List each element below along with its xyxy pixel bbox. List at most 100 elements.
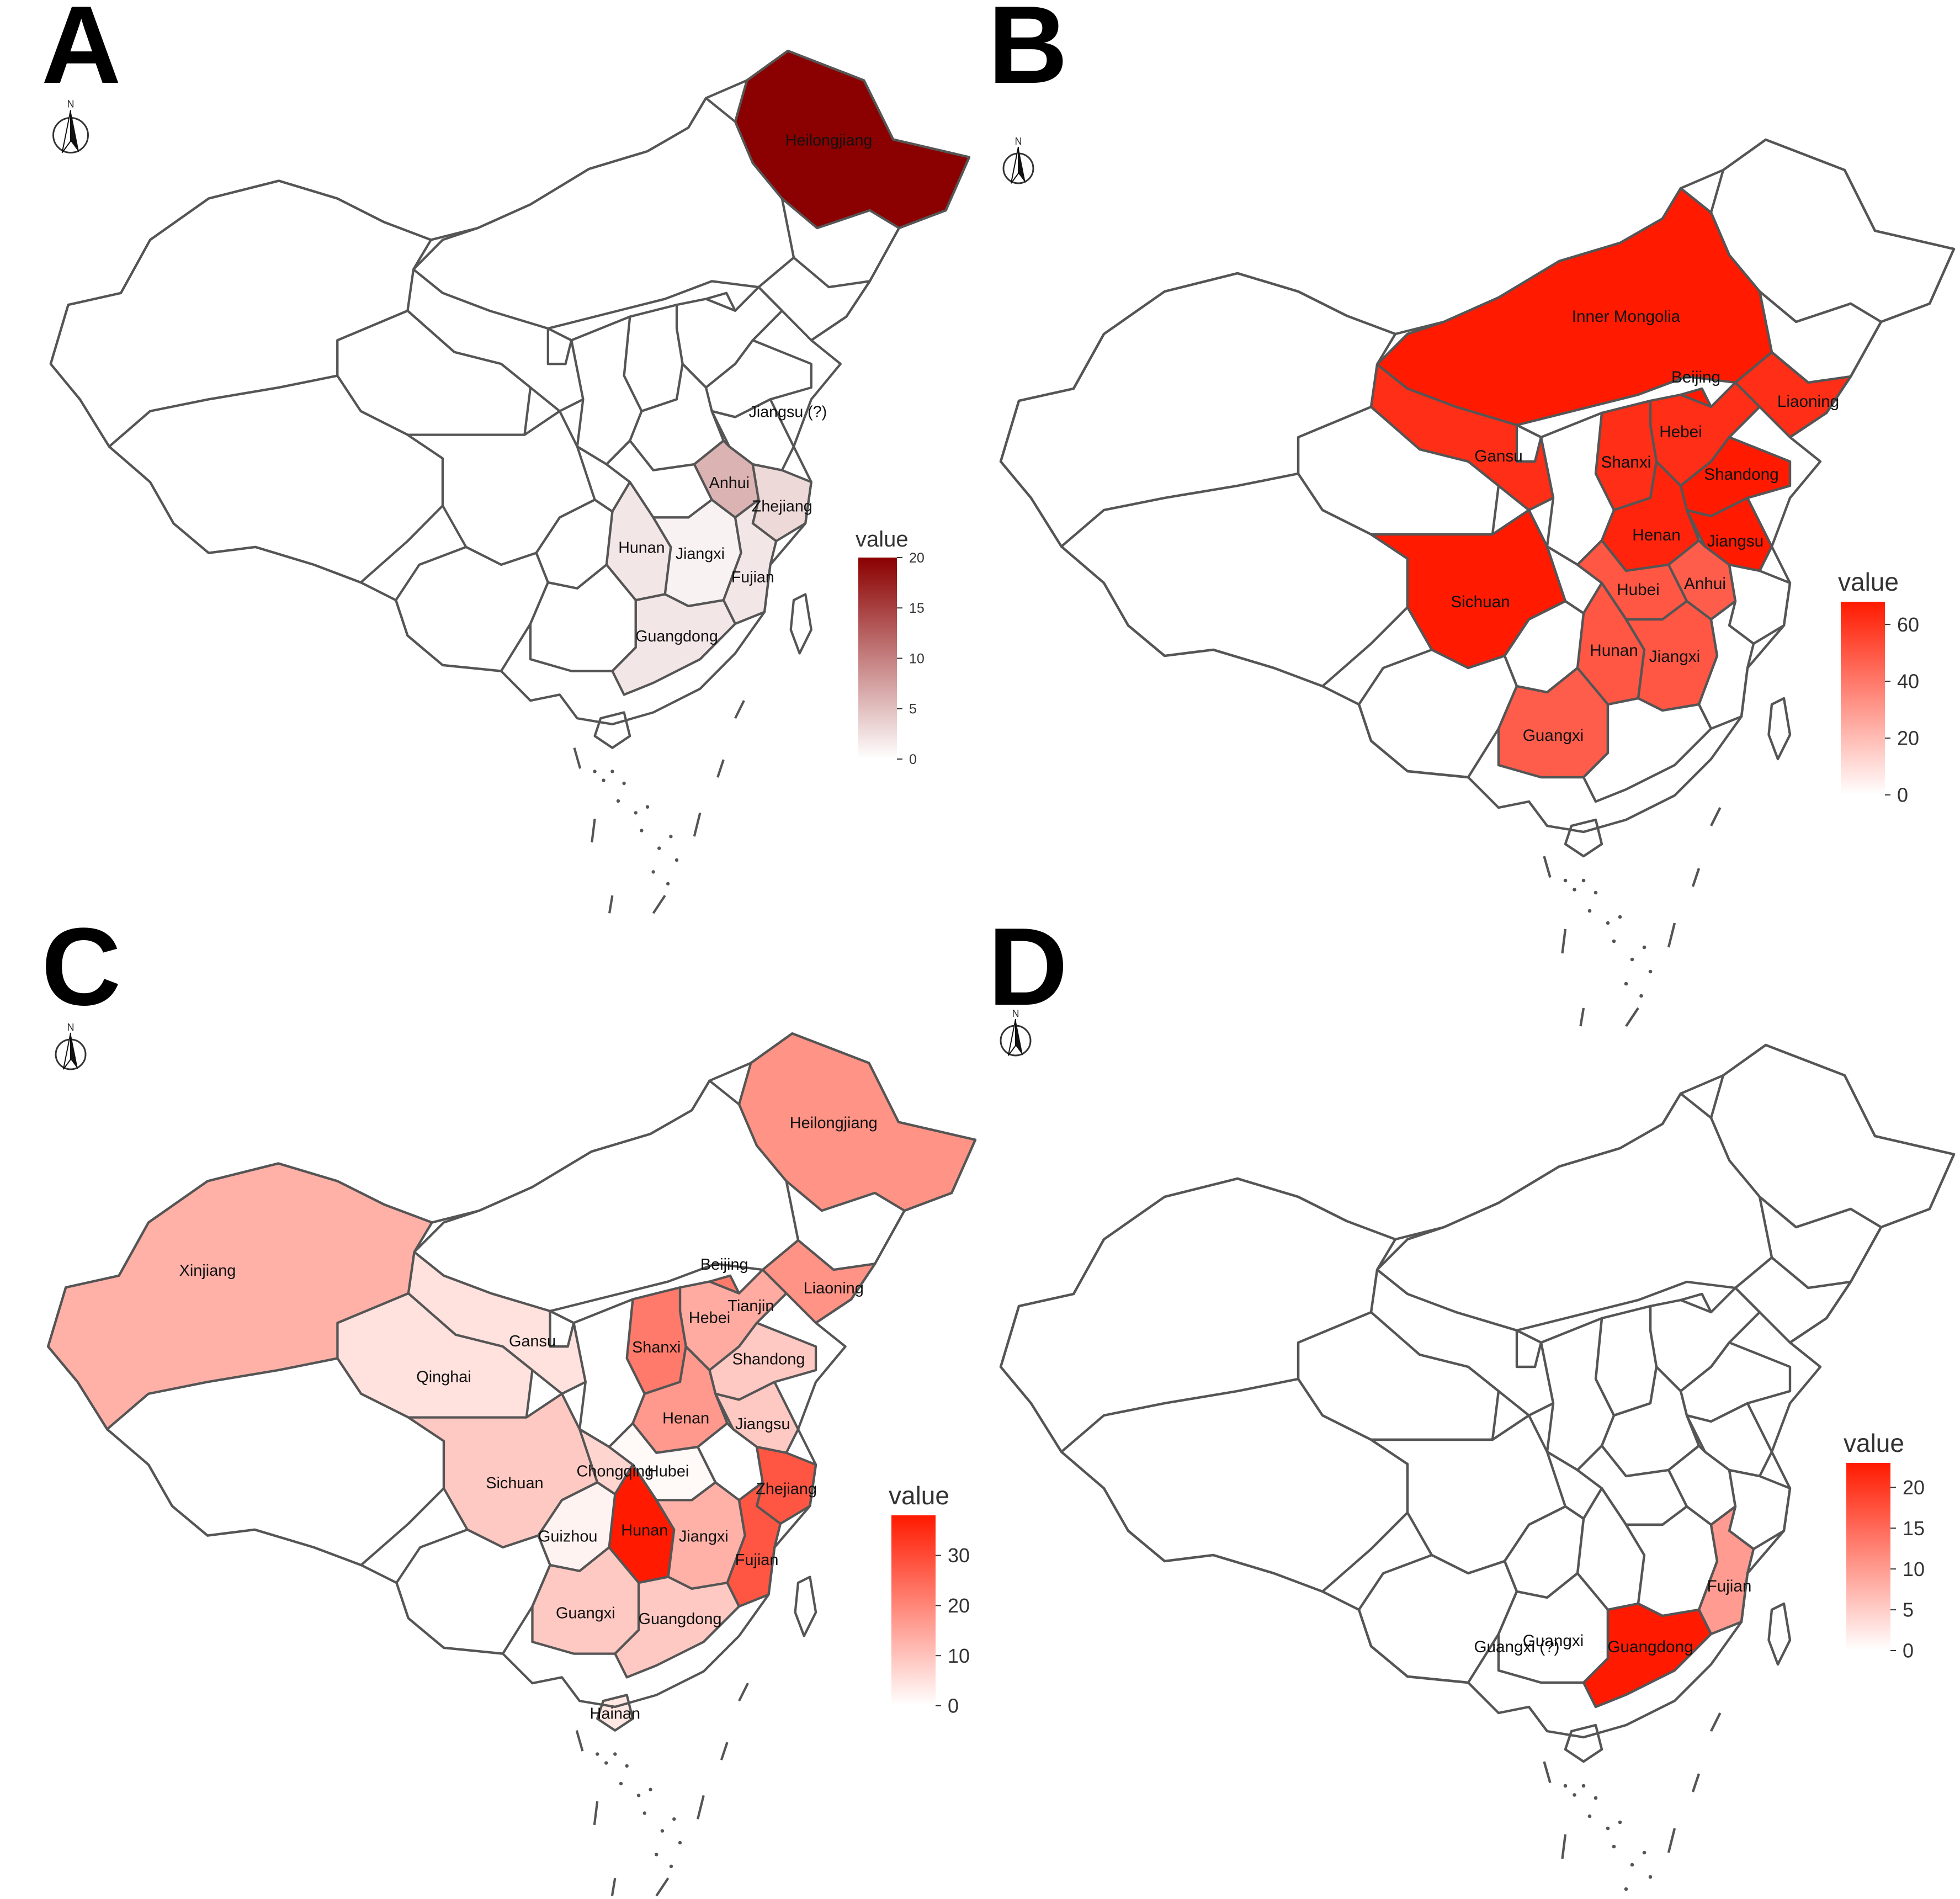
legend-tick-label: 20 (948, 1594, 970, 1617)
region-label: Liaoning (1777, 392, 1839, 411)
region-label: Zhejiang (752, 498, 812, 516)
region-label: Gansu (1474, 447, 1522, 465)
legend: value 30 20 10 0 (889, 1481, 970, 1717)
province-inner-mongolia (412, 97, 795, 330)
legend-tick-label: 5 (909, 702, 917, 717)
province-hainan (1564, 1723, 1603, 1763)
panel-letter: C (41, 905, 121, 1028)
province-guangdong (614, 1576, 741, 1679)
uncertain-region-label: Guangxi (?) (1474, 1638, 1559, 1656)
panel-letter: A (41, 0, 121, 107)
legend-tick-label: 20 (909, 550, 925, 566)
region-label: Guangxi (1523, 726, 1584, 745)
region-label: Hebei (1659, 423, 1702, 441)
region-label: Guangdong (639, 1610, 722, 1628)
province-taiwan (1767, 1602, 1792, 1666)
region-label: Heilongjiang (785, 131, 873, 149)
province-inner-mongolia (413, 1079, 800, 1313)
region-label: Xinjiang (179, 1262, 236, 1280)
region-label: Anhui (1684, 575, 1726, 593)
north-arrow-icon: N (55, 1022, 87, 1070)
legend-tick-label: 15 (909, 601, 925, 616)
legend-colorbar (858, 558, 897, 759)
region-label: Guangxi (556, 1604, 615, 1622)
region-label: Hainan (590, 1705, 641, 1722)
province-yunnan (395, 545, 549, 672)
north-label: N (1012, 1008, 1019, 1019)
region-label: Jiangxi (676, 545, 725, 563)
panel-c: CN Heilongjiang Xinjiang Liaoning Beijing Tia… (41, 905, 975, 1897)
region-label: Henan (1632, 526, 1680, 544)
south-china-sea-islands (1563, 1784, 1653, 1891)
region-label: Guangdong (635, 628, 718, 645)
province-ningxia (546, 327, 573, 365)
nine-dash-line (1543, 1712, 1722, 1859)
region-label: Beijing (1671, 368, 1720, 386)
region-label: Anhui (709, 474, 750, 492)
legend-tick-label: 10 (1903, 1558, 1925, 1580)
province-taiwan (1767, 697, 1792, 761)
region-label: Inner Mongolia (1572, 307, 1681, 326)
north-label: N (67, 99, 75, 110)
legend-tick-label: 20 (1897, 727, 1919, 750)
region-label: Shanxi (1601, 453, 1651, 471)
panel-b: B N Inner Mongolia Beijing Liaoning Hebei Shan… (988, 0, 1956, 1027)
region-label: Fujian (735, 1551, 779, 1569)
south-china-sea-islands (593, 770, 679, 886)
legend-colorbar (891, 1515, 936, 1706)
legend-tick-label: 0 (948, 1695, 959, 1717)
region-label: Hebei (689, 1309, 730, 1327)
legend-tick-label: 0 (1897, 784, 1908, 807)
legend-tick-label: 60 (1897, 613, 1919, 636)
province-guangdong (1582, 697, 1713, 803)
province-taiwan (794, 1576, 817, 1637)
province-inner-mongolia (1375, 187, 1773, 427)
province-taiwan (789, 593, 812, 655)
legend-tick-label: 0 (1903, 1640, 1914, 1662)
china-map: Heilongjiang Xinjiang Liaoning Beijing Tianj… (48, 1033, 975, 1897)
region-label: Qinghai (416, 1368, 471, 1386)
china-map: Inner Mongolia Beijing Liaoning Hebei Shanxi… (1001, 140, 1956, 1027)
province-ningxia (549, 1309, 575, 1348)
region-label: Beijing (700, 1256, 748, 1274)
region-label: Hubei (647, 1463, 689, 1481)
legend-title: value (1844, 1429, 1904, 1457)
region-label: Guizhou (538, 1527, 598, 1545)
nine-dash-line (575, 1683, 749, 1897)
province-guangdong (1582, 1602, 1713, 1709)
panel-letter: D (988, 905, 1067, 1028)
region-label: Liaoning (804, 1280, 864, 1297)
province-ningxia (1515, 1329, 1543, 1368)
region-label: Henan (662, 1409, 709, 1427)
province-ningxia (1515, 423, 1543, 463)
legend-tick-label: 15 (1903, 1517, 1925, 1540)
region-label: Hubei (1617, 581, 1660, 599)
north-label: N (67, 1022, 75, 1033)
region-label: Tianjin (727, 1297, 774, 1315)
legend: value 60 40 20 0 (1838, 567, 1919, 807)
region-label: Guangxi (1523, 1632, 1584, 1650)
region-label: Zhejiang (756, 1481, 817, 1498)
province-guangdong (611, 593, 737, 696)
region-label: Hunan (1590, 641, 1638, 660)
legend-title: value (856, 527, 909, 551)
south-china-sea-islands (1563, 878, 1653, 998)
region-label: Jiangsu (735, 1415, 790, 1433)
north-arrow-icon: N (52, 99, 89, 153)
north-label: N (1015, 136, 1022, 147)
legend-tick-label: 10 (948, 1645, 970, 1667)
legend-tick-label: 40 (1897, 670, 1919, 693)
province-hainan (1564, 818, 1603, 858)
region-label: Gansu (509, 1333, 556, 1350)
legend-tick-label: 10 (909, 651, 925, 666)
nine-dash-line (573, 700, 745, 914)
legend-tick-label: 20 (1903, 1476, 1925, 1499)
panel-letter: B (988, 0, 1067, 107)
province-hainan (593, 711, 631, 749)
region-label: Hunan (618, 539, 665, 556)
legend-tick-label: 0 (909, 752, 917, 767)
